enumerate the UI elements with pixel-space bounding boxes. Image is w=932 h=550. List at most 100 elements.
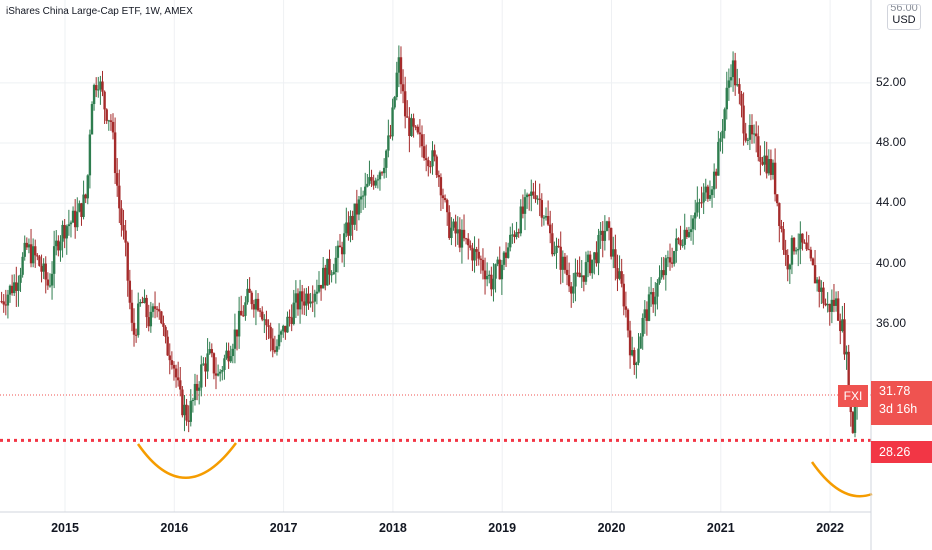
candle-up xyxy=(673,251,676,264)
candle-up xyxy=(752,133,756,135)
candle-down xyxy=(162,323,165,327)
candle-up xyxy=(385,150,388,168)
candle-up xyxy=(275,346,279,352)
candle-down xyxy=(176,377,180,381)
candle-up xyxy=(231,348,235,357)
candle-up xyxy=(364,186,367,196)
candle-down xyxy=(549,224,552,234)
candle-down xyxy=(504,252,508,258)
last-price-value: 31.78 xyxy=(879,384,911,398)
candle-down xyxy=(103,91,106,110)
candle-down xyxy=(296,293,300,310)
candle-down xyxy=(588,254,592,274)
candle-down xyxy=(250,292,253,305)
candle-up xyxy=(27,244,31,248)
candle-up xyxy=(494,264,497,279)
candle-down xyxy=(214,373,218,376)
candle-up xyxy=(790,237,794,265)
bar-countdown: 3d 16h xyxy=(879,402,918,416)
candle-down xyxy=(181,389,184,416)
candle-up xyxy=(23,242,26,257)
currency-label: USD xyxy=(892,14,916,26)
candle-down xyxy=(559,246,562,270)
candle-down xyxy=(769,159,773,175)
candle-up xyxy=(246,288,249,303)
candle-down xyxy=(271,338,274,351)
candle-down xyxy=(807,249,810,251)
price-tick-label: 44.00 xyxy=(876,195,907,210)
candle-down xyxy=(811,258,815,266)
candle-up xyxy=(92,85,96,105)
candle-down xyxy=(595,252,598,264)
candle-down xyxy=(34,246,37,256)
candle-up xyxy=(326,258,329,286)
candle-down xyxy=(685,229,689,237)
candle-down xyxy=(776,194,779,204)
candle-down xyxy=(256,298,260,311)
candle-up xyxy=(725,87,728,110)
candle-up xyxy=(292,302,295,325)
candle-down xyxy=(36,255,39,257)
price-tick-label: 40.00 xyxy=(876,255,907,270)
candle-down xyxy=(443,198,447,201)
candle-up xyxy=(88,134,92,176)
candle-down xyxy=(340,247,344,255)
candle-up xyxy=(853,404,857,433)
candle-down xyxy=(744,133,747,141)
candle-up xyxy=(82,194,85,217)
candle-down xyxy=(118,185,121,209)
candle-down xyxy=(578,272,581,278)
candle-up xyxy=(643,309,646,318)
candle-down xyxy=(370,177,373,181)
candle-up xyxy=(544,215,548,218)
candle-down xyxy=(433,150,436,157)
candle-up xyxy=(107,120,111,122)
candle-up xyxy=(286,316,289,333)
candle-up xyxy=(691,218,695,230)
candle-up xyxy=(237,310,241,337)
candle-down xyxy=(284,325,287,333)
candle-down xyxy=(328,258,331,275)
candle-up xyxy=(19,274,22,283)
currency-button[interactable]: 56.00 USD xyxy=(887,4,921,30)
candle-down xyxy=(570,286,573,294)
candle-down xyxy=(700,202,703,204)
candle-up xyxy=(61,224,64,242)
candle-up xyxy=(506,247,510,258)
candle-up xyxy=(799,233,802,249)
candle-down xyxy=(307,293,310,304)
candle-down xyxy=(750,124,754,135)
candle-up xyxy=(332,272,335,275)
candle-down xyxy=(0,301,3,303)
candle-up xyxy=(69,222,73,225)
candle-up xyxy=(139,301,142,304)
candle-down xyxy=(706,186,710,199)
candle-up xyxy=(317,285,321,292)
candle-down xyxy=(111,121,115,133)
candle-up xyxy=(221,369,224,372)
candle-up xyxy=(219,371,222,374)
candle-down xyxy=(628,330,632,356)
candle-down xyxy=(538,198,541,201)
candle-down xyxy=(324,267,327,286)
candle-up xyxy=(90,104,94,135)
candle-up xyxy=(797,248,800,251)
candle-down xyxy=(300,291,304,302)
candle-up xyxy=(343,233,346,255)
candle-down xyxy=(101,81,104,92)
candle-down xyxy=(84,194,87,199)
candle-down xyxy=(614,249,617,269)
candle-up xyxy=(574,272,577,287)
candle-down xyxy=(134,334,138,336)
candle-up xyxy=(841,319,844,332)
candle-down xyxy=(258,310,262,312)
candle-up xyxy=(17,282,20,291)
candle-down xyxy=(670,262,674,264)
candle-up xyxy=(13,282,16,294)
candle-up xyxy=(635,362,638,365)
candle-down xyxy=(265,319,268,326)
candle-down xyxy=(170,360,174,365)
candle-up xyxy=(681,244,684,246)
candle-down xyxy=(784,249,787,255)
